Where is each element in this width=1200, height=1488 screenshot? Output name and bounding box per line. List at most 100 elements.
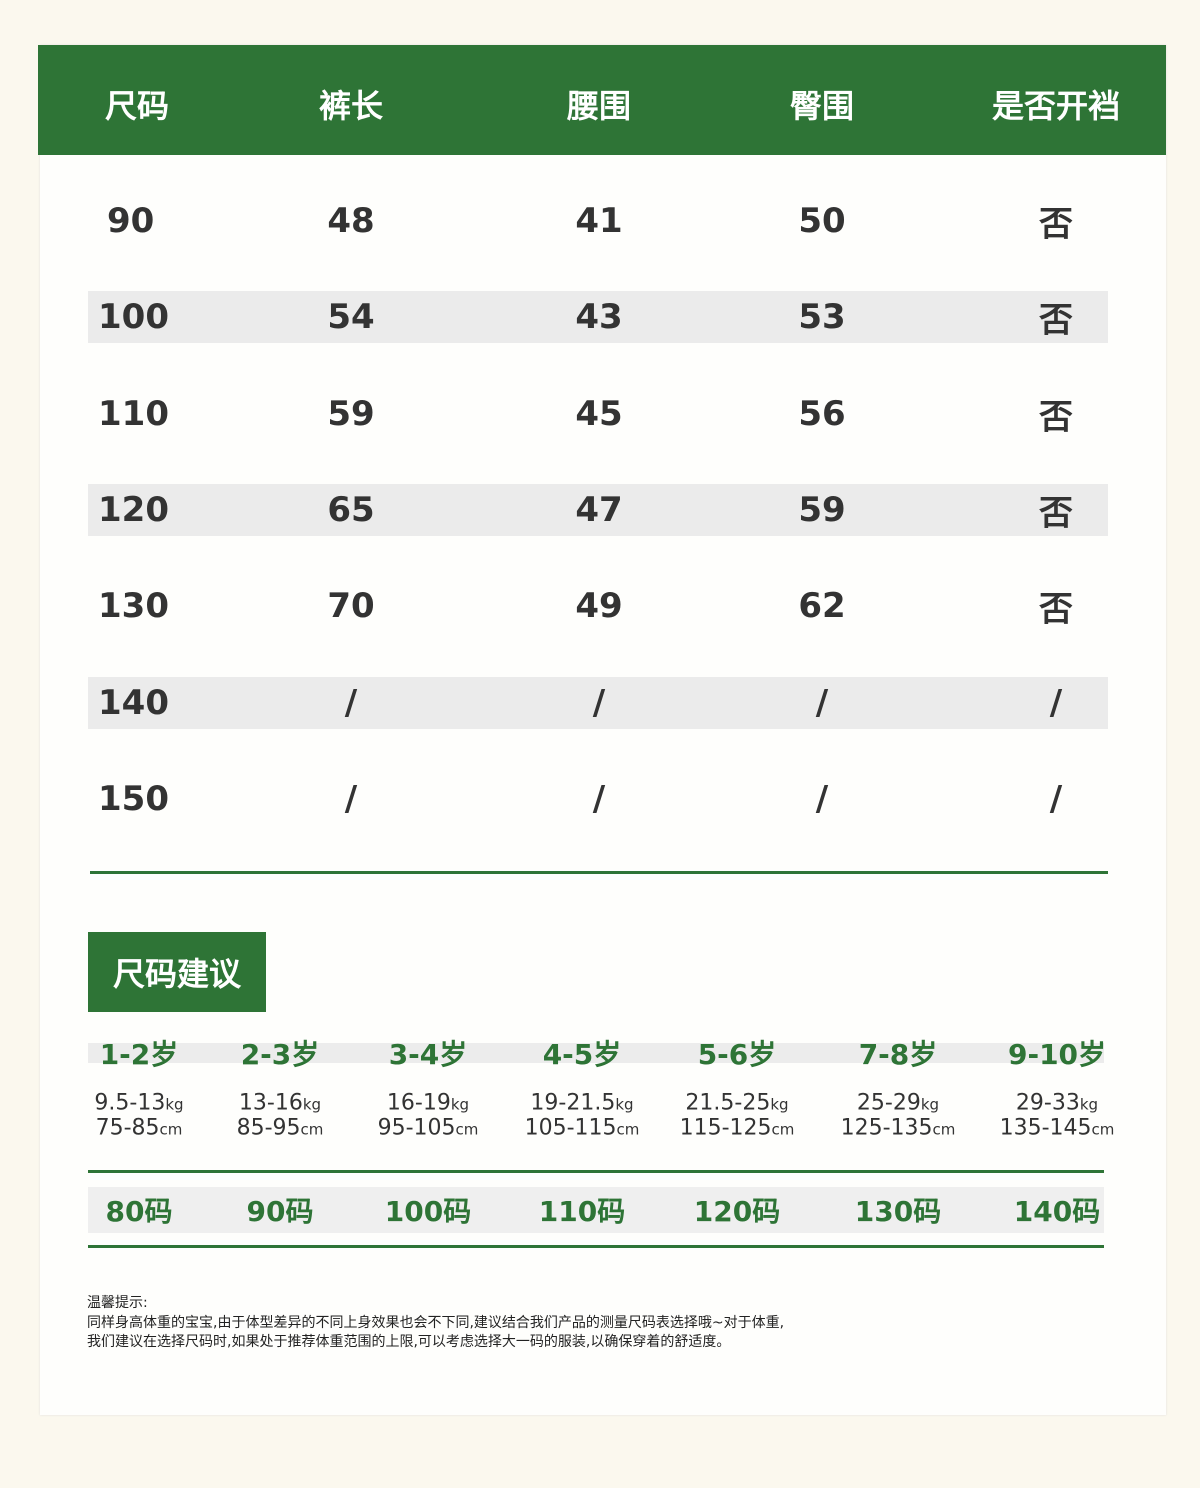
table-cell: 49 <box>575 586 623 627</box>
height-range: 135-145cm <box>1000 1116 1115 1141</box>
table-cell: 150 <box>98 778 169 819</box>
divider <box>88 1245 1104 1248</box>
height-value: 105-115 <box>524 1115 617 1141</box>
note-title: 温馨提示: <box>87 1295 148 1311</box>
table-cell: 56 <box>798 393 846 434</box>
height-range: 85-95cm <box>237 1116 324 1141</box>
weight-unit: kg <box>165 1095 184 1114</box>
weight-range: 16-19kg <box>387 1091 469 1116</box>
age-label: 3-4岁 <box>388 1038 468 1071</box>
row-stripe <box>88 676 1108 729</box>
height-unit: cm <box>616 1120 640 1139</box>
recommended-size: 140码 <box>1013 1195 1101 1228</box>
age-label: 9-10岁 <box>1007 1038 1107 1071</box>
weight-range: 29-33kg <box>1016 1091 1098 1116</box>
height-value: 75-85 <box>95 1115 160 1141</box>
height-range: 125-135cm <box>841 1116 956 1141</box>
table-cell: 62 <box>798 586 846 627</box>
weight-unit: kg <box>770 1095 789 1114</box>
table-cell: 53 <box>798 297 846 338</box>
table-cell: / <box>344 682 358 723</box>
weight-value: 9.5-13 <box>94 1090 166 1116</box>
table-cell: / <box>592 778 606 819</box>
table-cell: 70 <box>327 586 375 627</box>
table-cell: 130 <box>98 586 169 627</box>
height-range: 115-125cm <box>680 1116 795 1141</box>
table-cell: 59 <box>327 393 375 434</box>
height-range: 95-105cm <box>378 1116 479 1141</box>
height-value: 135-145 <box>999 1115 1092 1141</box>
height-unit: cm <box>159 1120 183 1139</box>
column-header: 裤长 <box>318 87 384 125</box>
table-cell: 140 <box>98 682 169 723</box>
table-cell: / <box>592 682 606 723</box>
weight-value: 25-29 <box>856 1090 921 1116</box>
table-cell: 110 <box>98 393 169 434</box>
section-title: 尺码建议 <box>88 932 266 1012</box>
weight-range: 21.5-25kg <box>685 1091 788 1116</box>
recommended-size: 80码 <box>105 1195 173 1228</box>
column-header: 臀围 <box>789 87 855 125</box>
divider <box>88 1170 1104 1173</box>
recommended-size: 100码 <box>384 1195 472 1228</box>
table-cell: 100 <box>98 297 169 338</box>
row-stripe <box>88 291 1108 344</box>
height-value: 85-95 <box>236 1115 301 1141</box>
height-value: 125-135 <box>840 1115 933 1141</box>
table-cell: 59 <box>798 489 846 530</box>
table-cell: / <box>1049 682 1063 723</box>
table-cell: 47 <box>575 489 623 530</box>
weight-unit: kg <box>920 1095 940 1114</box>
age-label: 7-8岁 <box>858 1038 938 1071</box>
table-cell: / <box>1049 778 1063 819</box>
table-cell: 否 <box>1039 589 1073 630</box>
height-range: 105-115cm <box>525 1116 640 1141</box>
weight-unit: kg <box>615 1095 634 1114</box>
table-cell: 43 <box>575 297 623 338</box>
age-label: 2-3岁 <box>240 1038 320 1071</box>
table-cell: 45 <box>575 393 623 434</box>
height-unit: cm <box>455 1120 479 1139</box>
height-range: 75-85cm <box>96 1116 183 1141</box>
weight-range: 19-21.5kg <box>530 1091 633 1116</box>
age-label: 4-5岁 <box>542 1038 622 1071</box>
recommended-size: 120码 <box>693 1195 781 1228</box>
weight-unit: kg <box>1079 1095 1099 1114</box>
note-line: 同样身高体重的宝宝,由于体型差异的不同上身效果也会不下同,建议结合我们产品的测量… <box>87 1315 785 1331</box>
note-line: 我们建议在选择尺码时,如果处于推荐体重范围的上限,可以考虑选择大一码的服装,以确… <box>87 1334 731 1350</box>
weight-range: 9.5-13kg <box>94 1091 183 1116</box>
table-cell: / <box>344 778 358 819</box>
table-cell: 否 <box>1039 493 1073 534</box>
size-chart-card <box>40 45 1166 1415</box>
recommended-size: 110码 <box>538 1195 626 1228</box>
height-unit: cm <box>771 1120 795 1139</box>
table-cell: 65 <box>327 489 375 530</box>
recommended-size: 130码 <box>854 1195 942 1228</box>
weight-value: 21.5-25 <box>685 1090 771 1116</box>
age-label: 5-6岁 <box>697 1038 777 1071</box>
table-cell: 否 <box>1039 397 1073 438</box>
age-band <box>88 1043 1104 1063</box>
weight-value: 29-33 <box>1015 1090 1080 1116</box>
divider <box>90 871 1108 874</box>
table-cell: 54 <box>327 297 375 338</box>
weight-unit: kg <box>302 1095 322 1114</box>
height-unit: cm <box>1091 1120 1115 1139</box>
height-unit: cm <box>300 1120 324 1139</box>
recommended-size: 90码 <box>246 1195 314 1228</box>
weight-value: 19-21.5 <box>530 1090 616 1116</box>
table-cell: 90 <box>107 201 155 241</box>
table-cell: 否 <box>1039 300 1073 341</box>
table-cell: 48 <box>327 201 375 241</box>
weight-value: 13-16 <box>238 1090 303 1116</box>
row-stripe <box>88 483 1108 536</box>
weight-unit: kg <box>450 1095 470 1114</box>
table-header: 尺码 裤长 腰围 臀围 是否开裆 <box>38 45 1166 155</box>
table-cell: 否 <box>1039 204 1073 245</box>
table-cell: 50 <box>798 201 846 241</box>
table-cell: 120 <box>98 489 169 530</box>
table-cell: 41 <box>575 201 623 241</box>
height-unit: cm <box>932 1120 956 1139</box>
size-band <box>88 1187 1104 1233</box>
weight-value: 16-19 <box>386 1090 451 1116</box>
